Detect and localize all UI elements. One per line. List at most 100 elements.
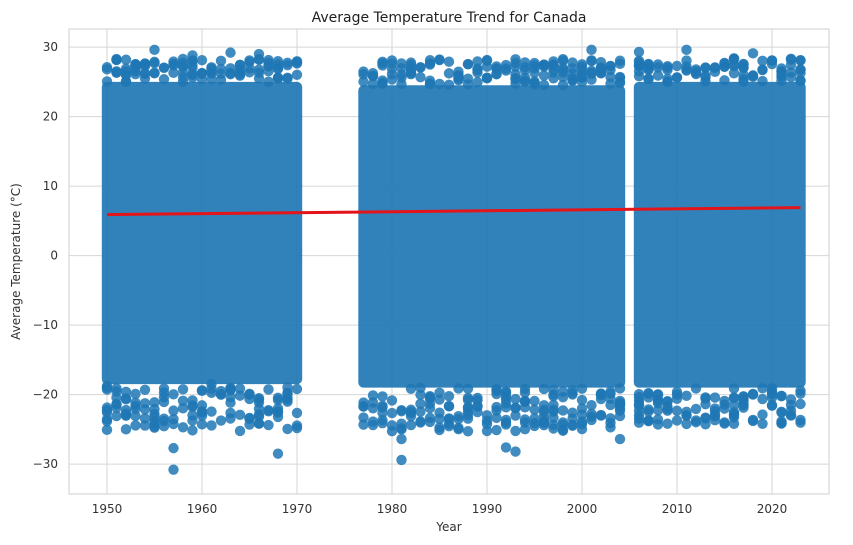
scatter-point <box>481 72 493 83</box>
plot-frame <box>68 28 830 495</box>
scatter-point <box>405 419 417 431</box>
scatter-point <box>472 400 483 412</box>
outlier-point <box>633 46 645 58</box>
scatter-point <box>662 405 673 416</box>
scatter-point <box>177 384 189 395</box>
scatter-point <box>538 70 550 81</box>
scatter-point <box>472 56 483 67</box>
outlier-point <box>168 442 179 454</box>
scatter-point <box>101 424 113 436</box>
scatter-point <box>396 423 407 434</box>
scatter-point <box>272 72 284 83</box>
scatter-point <box>453 422 464 434</box>
outlier-point <box>149 44 160 56</box>
scatter-point <box>576 383 588 394</box>
scatter-point <box>481 425 493 437</box>
scatter-point <box>671 415 683 426</box>
scatter-point <box>643 62 654 73</box>
scatter-point <box>776 407 787 418</box>
scatter-point <box>120 394 132 405</box>
scatter-point <box>177 395 189 407</box>
scatter-point <box>519 62 531 73</box>
scatter-point <box>586 55 597 66</box>
scatter-point <box>253 73 265 84</box>
scatter-point <box>519 395 531 407</box>
scatter-point <box>681 406 692 418</box>
scatter-point <box>738 391 749 402</box>
scatter-point <box>576 394 588 406</box>
scatter-point <box>244 393 255 405</box>
scatter-point <box>120 386 132 398</box>
scatter-point <box>776 418 787 429</box>
scatter-point <box>187 425 198 436</box>
scatter-point <box>434 413 445 425</box>
scatter-point <box>586 74 597 85</box>
scatter-point <box>272 406 284 417</box>
scatter-point <box>253 418 265 429</box>
scatter-point <box>234 59 246 70</box>
scatter-point <box>795 68 806 79</box>
scatter-point <box>576 72 588 83</box>
outlier-point <box>586 44 597 56</box>
scatter-point <box>548 64 559 75</box>
scatter-point <box>168 389 179 400</box>
scatter-point <box>367 70 379 82</box>
scatter-point <box>719 403 730 414</box>
scatter-point <box>101 414 113 425</box>
scatter-point <box>177 403 189 414</box>
scatter-point <box>690 67 702 79</box>
scatter-point <box>757 409 768 420</box>
scatter-point <box>757 64 768 76</box>
scatter-point <box>424 54 436 66</box>
scatter-point <box>747 389 759 400</box>
scatter-point <box>795 385 806 396</box>
scatter-band <box>633 81 806 388</box>
x-axis-label: Year <box>435 520 461 534</box>
scatter-point <box>149 417 160 429</box>
scatter-point <box>139 404 151 415</box>
scatter-point <box>795 55 806 66</box>
outlier-point <box>396 454 407 466</box>
scatter-point <box>120 76 132 87</box>
scatter-point <box>576 423 588 435</box>
scatter-point <box>453 70 464 82</box>
scatter-point <box>462 383 474 394</box>
scatter-point <box>225 391 236 403</box>
scatter-point <box>719 75 730 86</box>
scatter-point <box>358 401 369 412</box>
scatter-point <box>595 62 607 73</box>
scatter-point <box>358 419 369 430</box>
scatter-point <box>491 388 502 400</box>
scatter-point <box>491 401 502 413</box>
y-tick-label: −30 <box>33 457 58 471</box>
scatter-point <box>548 391 559 402</box>
scatter-point <box>605 60 616 72</box>
scatter-point <box>234 425 246 437</box>
scatter-point <box>510 393 521 405</box>
scatter-point <box>377 400 388 412</box>
scatter-point <box>719 57 730 69</box>
scatter-point <box>415 417 426 428</box>
scatter-point <box>643 73 654 85</box>
scatter-point <box>377 391 388 402</box>
scatter-point <box>519 75 531 86</box>
scatter-point <box>253 409 265 420</box>
scatter-point <box>652 389 664 400</box>
scatter-point <box>605 78 616 89</box>
scatter-point <box>187 401 198 413</box>
scatter-point <box>101 382 113 393</box>
scatter-point <box>424 402 436 414</box>
x-tick-label: 1950 <box>92 502 123 516</box>
scatter-point <box>662 76 673 88</box>
scatter-point <box>557 53 569 65</box>
scatter-point <box>595 393 607 405</box>
scatter-point <box>757 55 768 67</box>
scatter-point <box>291 69 303 81</box>
scatter-point <box>481 415 493 427</box>
scatter-point <box>206 406 217 417</box>
scatter-point <box>662 396 673 407</box>
scatter-point <box>500 419 512 430</box>
scatter-point <box>215 55 227 67</box>
scatter-point <box>738 58 749 70</box>
scatter-point <box>690 403 702 415</box>
